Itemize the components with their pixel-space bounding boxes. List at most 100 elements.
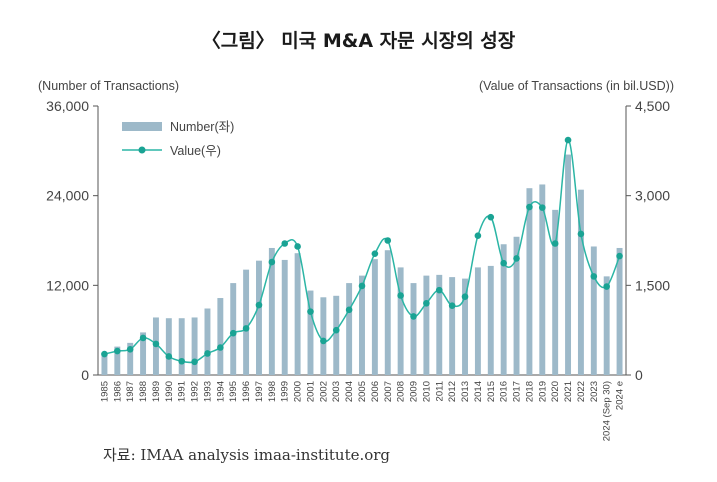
right-tick-label: 4,500: [635, 98, 670, 114]
value-point: [320, 337, 327, 345]
value-point: [152, 340, 160, 348]
value-point: [178, 357, 186, 365]
value-point: [358, 282, 366, 290]
value-point: [616, 252, 623, 260]
x-tick-label: 2017: [512, 381, 523, 402]
bar: [230, 283, 237, 375]
legend-line-label: Value(우): [170, 144, 221, 158]
right-tick-label: 1,500: [635, 277, 670, 293]
line-series: [101, 136, 623, 366]
x-tick-label: 2005: [357, 381, 368, 402]
x-tick-label: 2013: [460, 381, 471, 402]
bar: [397, 267, 404, 375]
value-point: [435, 286, 443, 294]
x-tick-label: 2012: [447, 381, 458, 402]
value-point: [577, 230, 585, 238]
bar: [333, 295, 340, 375]
bar: [127, 342, 134, 375]
legend: Number(좌) Value(우): [122, 120, 234, 158]
x-tick-label: 2004: [344, 381, 355, 402]
value-point: [371, 250, 379, 257]
legend-bar-swatch: [122, 122, 162, 131]
bar: [500, 244, 507, 375]
x-tick-label: 2007: [383, 381, 394, 402]
left-tick-label: 36,000: [46, 98, 89, 114]
bar: [307, 290, 314, 375]
bar: [140, 332, 147, 375]
x-tick-label: 2009: [409, 381, 420, 402]
x-tick-label: 2003: [331, 381, 342, 402]
x-tick-label: 1994: [215, 381, 226, 402]
bar: [217, 298, 224, 375]
bar: [101, 354, 108, 375]
bar: [539, 184, 546, 375]
bar: [114, 346, 121, 375]
x-tick-label: 2015: [486, 381, 497, 402]
x-tick-label: 2006: [370, 381, 381, 402]
bar: [191, 317, 198, 375]
x-tick-label: 2002: [318, 381, 329, 402]
value-point: [307, 308, 314, 315]
bar: [474, 267, 481, 375]
value-point: [551, 240, 559, 247]
bar: [384, 250, 391, 375]
bar: [281, 259, 288, 375]
value-point: [564, 136, 572, 144]
value-point: [332, 326, 340, 334]
value-point: [268, 258, 276, 266]
value-point: [474, 232, 482, 240]
value-point: [242, 325, 250, 332]
x-tick-label: 1988: [138, 381, 149, 402]
value-point: [397, 292, 404, 299]
x-tick-label: 2023: [589, 381, 600, 402]
bar: [178, 318, 185, 375]
left-tick-label: 0: [81, 367, 89, 383]
x-tick-label: 1991: [177, 381, 188, 402]
x-tick-label: 1990: [164, 381, 175, 402]
value-point: [603, 283, 610, 290]
value-point: [461, 293, 469, 300]
x-tick-label: 1987: [125, 381, 136, 402]
value-point: [191, 358, 198, 366]
x-tick-label: 2011: [434, 381, 445, 401]
value-point: [513, 255, 520, 262]
value-point: [229, 329, 237, 337]
bar-series: [101, 154, 623, 375]
bar: [565, 154, 572, 375]
chart-title: 〈그림〉 미국 M&A 자문 시장의 성장: [201, 30, 516, 52]
left-axis-title: (Number of Transactions): [38, 79, 179, 93]
bar: [487, 265, 494, 375]
x-tick-label: 1992: [190, 381, 201, 402]
x-tick-label: 1989: [151, 381, 162, 402]
x-tick-label: 1993: [202, 381, 213, 402]
x-tick-label: 1985: [99, 381, 110, 402]
bar: [577, 189, 584, 375]
bar: [552, 209, 559, 375]
bar: [526, 188, 533, 375]
x-tick-label: 1986: [112, 381, 123, 402]
bar: [204, 308, 211, 375]
x-tick-label: 1995: [228, 381, 239, 402]
x-tick-label: 1999: [280, 381, 291, 402]
value-point: [204, 350, 211, 357]
bar: [243, 269, 250, 375]
x-tick-label: 2022: [576, 381, 587, 402]
x-tick-label: 2021: [563, 381, 574, 402]
value-point: [500, 259, 507, 267]
x-tick-label: 2008: [396, 381, 407, 402]
x-tick-label: 2020: [550, 381, 561, 402]
bar: [590, 246, 597, 375]
bar: [268, 247, 275, 375]
value-point: [255, 301, 263, 309]
x-tick-label: 2010: [421, 381, 432, 402]
bar: [513, 236, 520, 375]
legend-bar-label: Number(좌): [170, 120, 234, 134]
bar: [616, 247, 623, 375]
value-point: [384, 237, 392, 244]
value-point: [410, 313, 417, 320]
value-point: [590, 273, 598, 280]
value-point: [526, 203, 533, 211]
bar: [410, 283, 417, 375]
bar: [256, 260, 262, 375]
